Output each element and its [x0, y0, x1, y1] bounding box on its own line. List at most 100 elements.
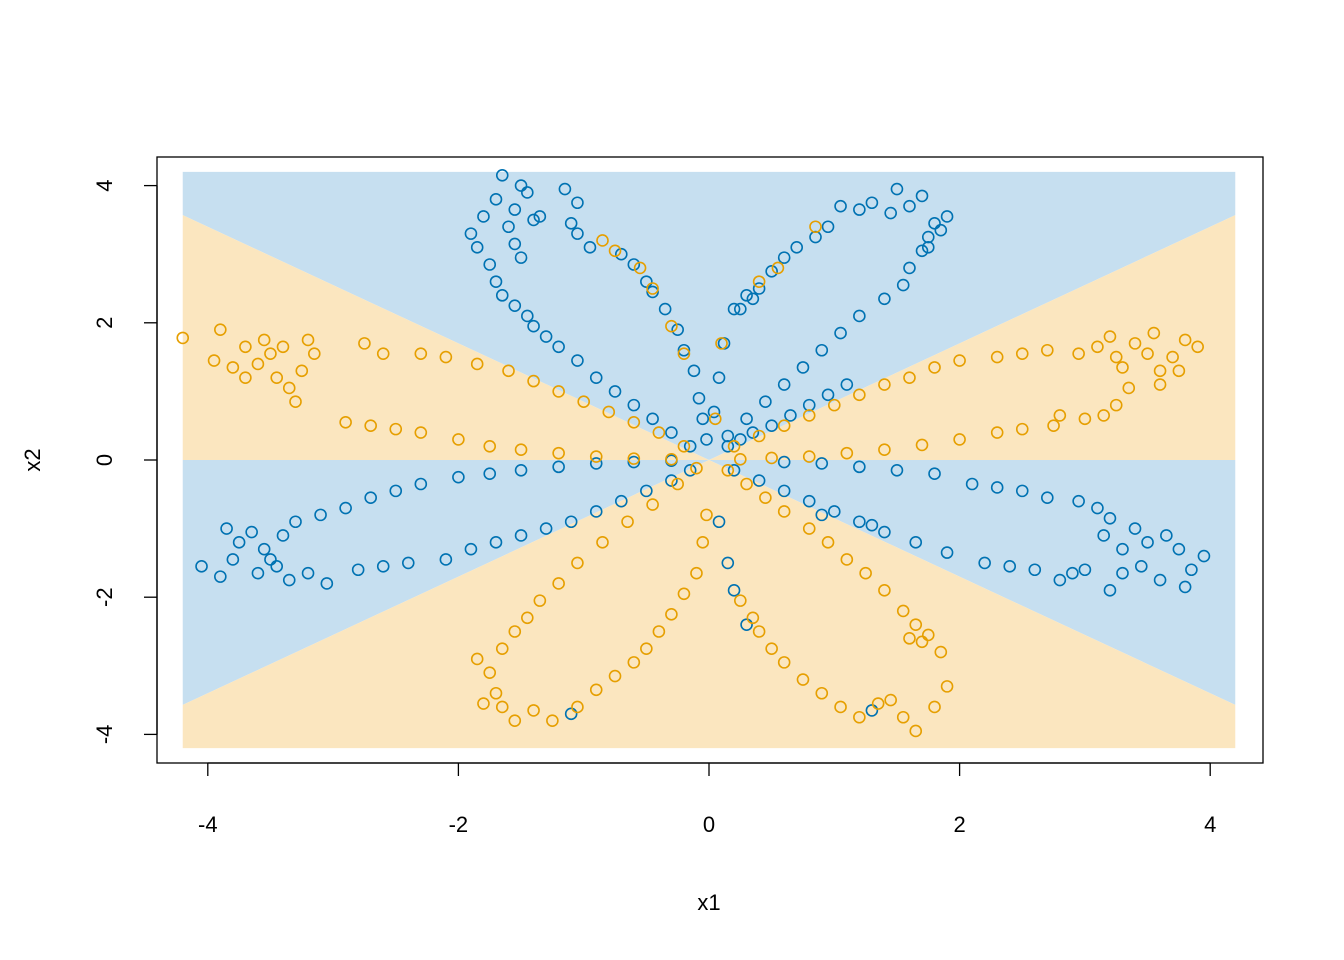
- data-point: [1091, 340, 1104, 354]
- data-point: [527, 213, 540, 227]
- data-point: [884, 693, 897, 707]
- data-point: [301, 333, 315, 347]
- data-point: [1078, 412, 1092, 426]
- data-point: [207, 354, 221, 367]
- data-point: [665, 474, 678, 487]
- data-point: [627, 415, 641, 429]
- data-point: [571, 700, 584, 714]
- data-point: [953, 433, 966, 446]
- data-point: [571, 196, 584, 210]
- data-point: [1072, 494, 1085, 508]
- data-point: [533, 594, 547, 607]
- data-point: [251, 566, 265, 580]
- data-point: [815, 686, 829, 700]
- data-point: [646, 412, 659, 426]
- data-point: [834, 326, 847, 340]
- data-point: [220, 522, 233, 535]
- data-point: [940, 210, 954, 223]
- data-point: [195, 560, 208, 573]
- data-point: [608, 669, 622, 683]
- data-point: [777, 251, 791, 264]
- data-point: [853, 460, 866, 474]
- data-point: [320, 577, 334, 590]
- data-point: [589, 450, 603, 463]
- region-orange-bottom: [182, 460, 1236, 749]
- data-point: [853, 309, 866, 323]
- data-point: [1160, 529, 1173, 542]
- data-point: [483, 467, 497, 481]
- data-point: [700, 508, 713, 522]
- data-point: [358, 337, 371, 350]
- data-point: [552, 577, 565, 590]
- data-point: [439, 553, 453, 566]
- data-point: [527, 319, 540, 333]
- data-point: [558, 182, 572, 196]
- data-point: [376, 560, 390, 573]
- x-tick-label: -4: [198, 812, 218, 837]
- data-point: [878, 378, 891, 391]
- data-point: [696, 412, 710, 426]
- data-point: [477, 697, 490, 710]
- data-point: [314, 508, 327, 522]
- x-tick-label: 4: [1204, 812, 1216, 837]
- data-point: [627, 452, 641, 465]
- data-point: [740, 412, 753, 426]
- data-point: [752, 275, 766, 288]
- data-point: [865, 704, 879, 717]
- data-point: [740, 289, 753, 302]
- data-point: [746, 292, 760, 306]
- data-point: [990, 426, 1004, 439]
- data-point: [915, 438, 929, 452]
- data-point: [878, 525, 891, 539]
- region-blue-top: [182, 171, 1236, 460]
- data-point: [401, 556, 415, 570]
- data-point: [727, 302, 741, 316]
- data-point: [282, 381, 296, 395]
- data-point: [790, 241, 804, 254]
- data-point: [890, 463, 904, 477]
- data-point: [1116, 542, 1129, 556]
- y-axis: -4 -2 0 2 4: [92, 179, 158, 744]
- data-point: [752, 429, 766, 443]
- data-point: [752, 474, 766, 487]
- data-point: [289, 395, 302, 408]
- data-point: [608, 244, 622, 258]
- data-point: [489, 536, 503, 549]
- data-point: [552, 385, 565, 398]
- data-point: [564, 217, 578, 230]
- data-point: [928, 700, 941, 714]
- data-point: [646, 282, 659, 295]
- data-point: [865, 518, 879, 532]
- data-point: [464, 227, 478, 240]
- data-point: [978, 556, 991, 570]
- data-point: [614, 494, 628, 508]
- data-point: [765, 451, 778, 465]
- data-point: [712, 371, 726, 384]
- x-tick-label: -2: [449, 812, 469, 837]
- data-point: [690, 566, 703, 580]
- data-point: [232, 536, 246, 549]
- data-point: [865, 196, 879, 210]
- data-point: [521, 611, 534, 625]
- data-point: [439, 350, 453, 364]
- data-point: [1072, 347, 1085, 360]
- data-point: [614, 247, 628, 261]
- data-point: [802, 450, 816, 463]
- y-tick-label: 4: [92, 179, 117, 191]
- data-point: [1172, 364, 1186, 378]
- data-point: [896, 278, 910, 292]
- data-point: [282, 573, 296, 587]
- data-point: [652, 625, 666, 638]
- data-point: [502, 364, 515, 378]
- data-point: [878, 292, 891, 306]
- data-point: [815, 457, 829, 470]
- data-point: [251, 357, 265, 371]
- decision-regions: [182, 171, 1236, 749]
- data-point: [1097, 409, 1110, 422]
- data-point: [552, 460, 565, 474]
- data-point: [414, 426, 428, 439]
- data-point: [903, 261, 916, 275]
- data-point: [746, 611, 760, 625]
- data-point: [508, 203, 522, 216]
- data-point: [514, 463, 528, 477]
